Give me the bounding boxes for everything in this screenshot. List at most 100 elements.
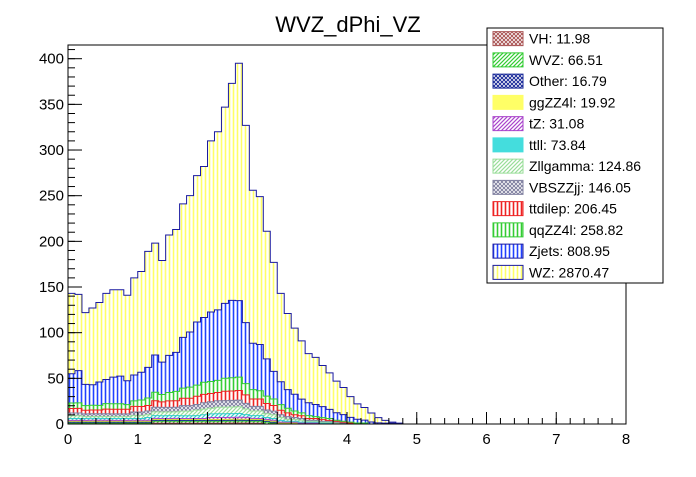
bar-VBSZZjj-bin-19 (200, 402, 208, 410)
bar-ttll-bin-0 (68, 418, 75, 421)
bar-ttll-bin-18 (193, 415, 201, 419)
bar-ttdilep-bin-26 (249, 398, 257, 407)
legend-swatch-Zjets (492, 243, 524, 259)
y-tick-label: 150 (39, 279, 64, 296)
bar-ttdilep-bin-30 (277, 410, 285, 415)
bar-WVZ-bin-14 (165, 421, 173, 424)
bar-qqZZ4l-bin-5 (102, 403, 110, 410)
legend-label-WZ: WZ: 2870.47 (529, 264, 609, 280)
y-tick-label: 100 (39, 325, 64, 342)
bar-ttll-bin-17 (186, 415, 194, 419)
bar-WZ-bin-38 (333, 381, 341, 413)
y-tick-label: 0 (56, 416, 64, 433)
bar-qqZZ4l-bin-32 (291, 410, 299, 415)
bar-qqZZ4l-bin-36 (319, 417, 327, 420)
bar-Zllgamma-bin-28 (263, 413, 271, 418)
bar-WVZ-bin-20 (207, 421, 215, 424)
bar-Zjets-bin-12 (151, 355, 159, 393)
bar-VBSZZjj-bin-25 (242, 403, 250, 409)
bar-Zllgamma-bin-19 (200, 409, 208, 415)
bar-VBSZZjj-bin-33 (298, 418, 306, 421)
bar-ttll-bin-1 (74, 418, 82, 421)
bar-ttll-bin-4 (95, 418, 103, 421)
y-tick-label: 250 (39, 188, 64, 205)
axes-layer: 0 1 2 3 4 5 6 7 8 0 50 100 150 200 250 300 350 400 (39, 44, 630, 448)
bar-WZ-bin-31 (284, 313, 292, 390)
bar-VBSZZjj-bin-15 (172, 407, 180, 412)
bar-Zllgamma-bin-4 (95, 416, 103, 419)
bar-Zllgamma-bin-12 (151, 411, 159, 416)
bar-WVZ-bin-27 (256, 421, 264, 424)
bar-Zjets-bin-28 (263, 358, 271, 397)
bar-VBSZZjj-bin-3 (88, 413, 96, 417)
bar-Zjets-bin-17 (186, 331, 194, 388)
legend-swatch-VBSZZjj (492, 179, 524, 195)
bar-Zjets-bin-26 (249, 343, 257, 390)
bar-WVZ-bin-22 (221, 421, 229, 424)
bar-Zjets-bin-27 (256, 344, 264, 391)
bar-Zllgamma-bin-21 (214, 407, 222, 414)
bar-qqZZ4l-bin-26 (249, 389, 257, 399)
bar-qqZZ4l-bin-24 (235, 377, 243, 391)
bar-ttdilep-bin-22 (221, 391, 229, 401)
legend: VH: 11.98 WVZ: 66.51 Other: 16.79 ggZZ4l: 1… (486, 27, 664, 284)
bar-WZ-bin-13 (158, 260, 166, 363)
bar-VBSZZjj-bin-23 (228, 400, 236, 408)
bar-Zllgamma-bin-32 (291, 419, 299, 422)
bar-tZ-bin-23 (228, 417, 236, 420)
bar-Zjets-bin-0 (68, 373, 75, 403)
bar-ttll-bin-27 (256, 415, 264, 419)
outline-qqZZ4l (67, 376, 424, 425)
bar-Zjets-bin-42 (360, 420, 368, 424)
bar-ttll-bin-15 (172, 415, 180, 419)
bar-WZ-bin-20 (207, 140, 215, 313)
x-tick-label: 2 (203, 431, 211, 448)
bar-Zjets-bin-20 (207, 312, 215, 382)
bar-qqZZ4l-bin-10 (137, 399, 145, 407)
bar-WZ-bin-5 (102, 293, 110, 380)
bar-VBSZZjj-bin-21 (214, 400, 222, 408)
bar-Zjets-bin-19 (200, 317, 208, 383)
bar-ttll-bin-22 (221, 413, 229, 418)
bar-WZ-bin-17 (186, 195, 194, 332)
bar-qqZZ4l-bin-6 (109, 403, 117, 410)
bar-qqZZ4l-bin-34 (305, 415, 313, 419)
bar-ttdilep-bin-0 (68, 408, 75, 414)
bar-Zjets-bin-39 (340, 414, 347, 422)
bar-WZ-bin-8 (123, 295, 131, 381)
legend-swatch-WVZ (492, 52, 524, 68)
bar-ttdilep-bin-35 (312, 418, 320, 421)
legend-label-ttdilep: ttdilep: 206.45 (529, 201, 617, 217)
bar-ttdilep-bin-5 (102, 409, 110, 414)
legend-label-VBSZZjj: VBSZZjj: 146.05 (529, 179, 631, 195)
bar-qqZZ4l-bin-35 (312, 416, 320, 419)
legend-label-Zjets: Zjets: 808.95 (529, 243, 610, 259)
bar-ttll-bin-8 (123, 418, 131, 421)
y-tick-label: 50 (47, 370, 64, 387)
bar-VBSZZjj-bin-8 (123, 413, 131, 417)
bar-WZ-bin-29 (270, 262, 278, 372)
bar-Zjets-bin-41 (353, 419, 361, 424)
bar-Zllgamma-bin-33 (298, 420, 306, 423)
legend-label-tZ: tZ: 31.08 (529, 116, 584, 132)
bar-Zllgamma-bin-1 (74, 415, 82, 419)
legend-swatch-Other (492, 73, 524, 89)
bar-tZ-bin-22 (221, 417, 229, 420)
x-tick-label: 3 (273, 431, 281, 448)
bar-WZ-bin-26 (249, 190, 257, 344)
legend-swatch-ggZZ4l (492, 94, 524, 110)
bar-VBSZZjj-bin-29 (270, 411, 278, 415)
bar-qqZZ4l-bin-14 (165, 392, 173, 401)
bar-qqZZ4l-bin-22 (221, 378, 229, 392)
bar-ttdilep-bin-2 (81, 410, 89, 414)
bar-ttll-bin-2 (81, 418, 89, 421)
bar-WZ-bin-10 (137, 271, 145, 373)
bar-ttdilep-bin-6 (109, 409, 117, 414)
bar-ttll-bin-11 (144, 417, 152, 421)
bar-Zjets-bin-22 (221, 303, 229, 379)
bar-Zjets-bin-30 (277, 381, 285, 405)
bar-VBSZZjj-bin-18 (193, 404, 201, 411)
bar-WZ-bin-23 (228, 83, 236, 301)
bar-Zllgamma-bin-3 (88, 416, 96, 419)
